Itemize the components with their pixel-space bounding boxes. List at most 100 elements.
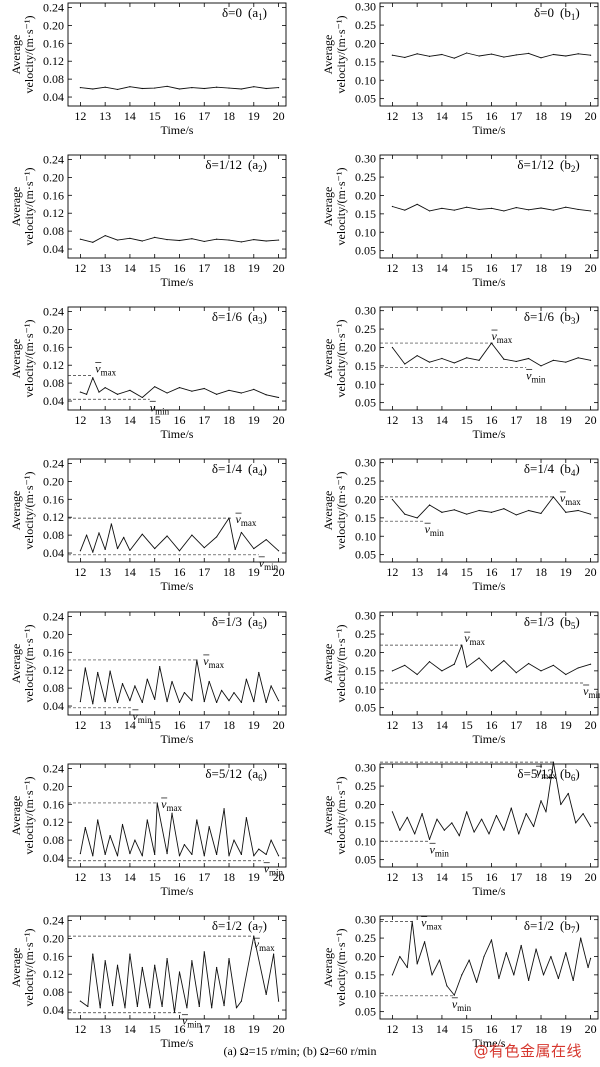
data-point <box>453 994 455 996</box>
data-point <box>166 392 168 394</box>
data-point <box>428 838 431 841</box>
panel-a6: 12 13 14 15 16 17 18 19 20 0.04 0.08 0.12 0.16 0.20 0.… <box>9 761 287 898</box>
y-tick-label: 0.10 <box>355 225 376 239</box>
data-point <box>406 966 408 969</box>
x-tick-label: 14 <box>124 718 136 732</box>
delta-label: δ=1/2 <box>212 918 242 933</box>
data-point <box>136 1005 138 1008</box>
data-point <box>116 964 119 966</box>
data-point <box>510 807 512 809</box>
data-point <box>92 703 94 705</box>
data-point <box>253 700 255 703</box>
data-point <box>441 53 443 56</box>
y-axis-label-line2: velocity/(m·s⁻¹) <box>334 16 348 94</box>
y-tick-label: 0.05 <box>355 1005 376 1019</box>
data-point <box>503 210 505 212</box>
data-point <box>141 396 143 399</box>
max-label: vmax <box>254 937 275 953</box>
data-point <box>550 955 552 958</box>
data-point <box>587 966 589 969</box>
x-tick-label: 20 <box>585 261 597 275</box>
data-point <box>191 960 193 962</box>
data-point <box>265 701 267 704</box>
data-point <box>540 365 542 367</box>
data-point <box>560 803 562 806</box>
data-point <box>476 981 478 983</box>
data-point <box>535 948 537 950</box>
data-point <box>116 88 119 91</box>
x-tick-label: 16 <box>173 718 185 732</box>
data-point <box>503 659 505 662</box>
data-point <box>178 550 181 552</box>
data-point <box>515 514 517 516</box>
y-tick-label: 0.30 <box>355 761 376 775</box>
data-point <box>104 86 106 88</box>
data-point <box>109 670 111 672</box>
x-tick-label: 14 <box>436 261 448 275</box>
y-axis-label-line2: velocity/(m·s⁻¹) <box>22 472 36 550</box>
data-point <box>203 547 205 549</box>
data-point <box>203 855 205 857</box>
data-point <box>85 393 88 395</box>
data-point <box>171 812 173 814</box>
x-tick-label: 19 <box>560 109 572 123</box>
series-line <box>79 659 280 705</box>
data-point <box>438 959 441 961</box>
data-point <box>431 974 433 976</box>
data-point <box>488 833 490 835</box>
data-point <box>228 87 230 89</box>
data-point <box>436 818 438 820</box>
x-tick-label: 16 <box>485 870 497 884</box>
x-tick-label: 19 <box>248 261 260 275</box>
data-point <box>518 833 520 835</box>
data-point <box>173 1011 176 1013</box>
plot-frame <box>379 2 599 107</box>
data-point <box>223 808 225 810</box>
data-point <box>228 389 230 391</box>
y-axis-label-line1: Average <box>321 948 335 988</box>
series-line <box>392 203 591 212</box>
x-tick-label: 18 <box>535 565 547 579</box>
data-point <box>191 853 193 856</box>
min-label: vmin <box>452 997 472 1013</box>
y-tick-label: 0.20 <box>43 18 64 32</box>
y-tick-label: 0.20 <box>43 931 64 945</box>
data-point <box>391 346 393 349</box>
data-point <box>391 205 393 208</box>
delta-label: δ=1/4 <box>212 461 243 476</box>
y-tick-label: 0.16 <box>43 340 64 354</box>
y-tick-label: 0.05 <box>355 92 376 106</box>
data-point <box>171 680 173 683</box>
max-label: vmax <box>236 512 257 528</box>
x-axis-label: Time/s <box>473 884 506 898</box>
x-tick-label: 17 <box>198 109 210 123</box>
data-point <box>154 386 156 388</box>
panel-id-label: (a7) <box>248 918 267 935</box>
x-tick-label: 19 <box>560 261 572 275</box>
data-point <box>428 504 431 506</box>
data-point <box>265 87 267 90</box>
y-axis-label-line2: velocity/(m·s⁻¹) <box>334 320 348 398</box>
data-point <box>525 813 527 815</box>
data-point <box>577 53 579 55</box>
data-point <box>490 670 493 672</box>
data-point <box>245 678 247 680</box>
x-axis-label: Time/s <box>161 884 194 898</box>
y-tick-label: 0.12 <box>43 815 64 829</box>
data-point <box>97 671 99 674</box>
y-tick-label: 0.12 <box>43 967 64 981</box>
y-tick-label: 0.20 <box>355 36 376 50</box>
data-point <box>515 54 517 56</box>
delta-label: δ=1/12 <box>205 157 242 172</box>
x-tick-label: 13 <box>99 565 111 579</box>
data-point <box>183 692 186 694</box>
panel-a3: 12 13 14 15 16 17 18 19 20 0.04 0.08 0.12 0.16 0.20 0.… <box>9 304 287 441</box>
data-point <box>416 203 418 205</box>
x-tick-label: 19 <box>248 870 260 884</box>
data-point <box>240 853 243 856</box>
data-point <box>228 700 230 702</box>
data-point <box>233 839 235 841</box>
data-point <box>211 1007 213 1009</box>
y-tick-label: 0.24 <box>43 152 64 166</box>
data-point <box>92 953 94 955</box>
